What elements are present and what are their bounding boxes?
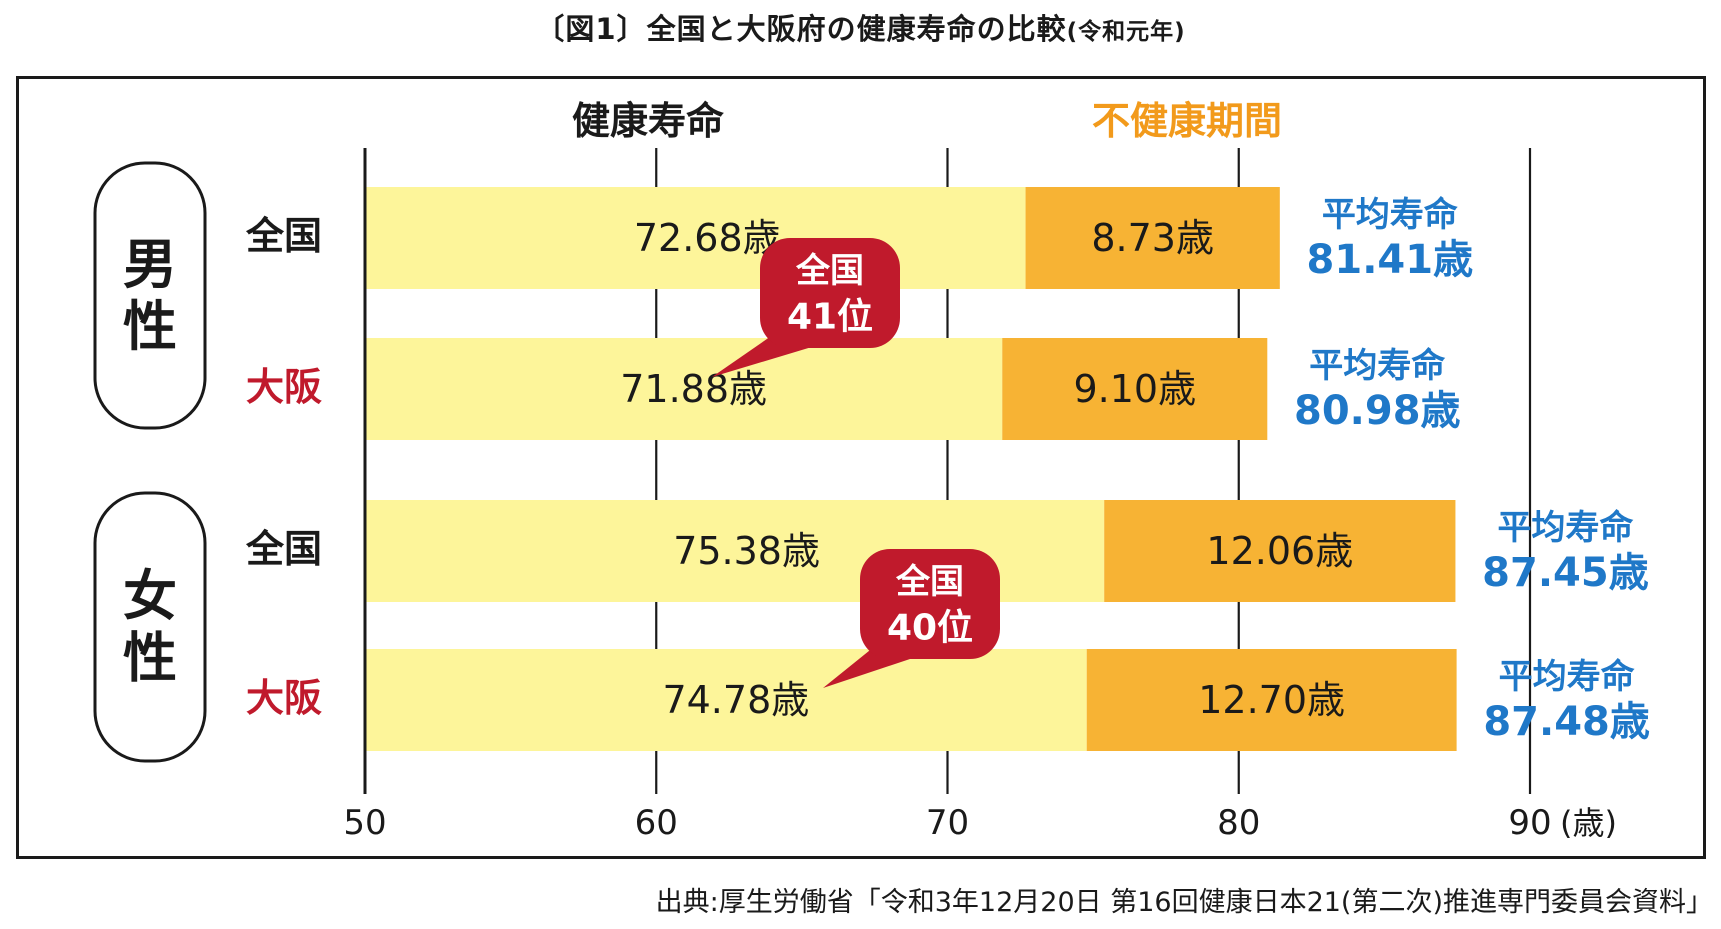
- row-label-1: 大阪: [246, 365, 322, 409]
- life-title-1: 平均寿命: [1309, 346, 1445, 386]
- bar-healthy-3: [366, 649, 1087, 751]
- source-note: 出典:厚生労働省「令和3年12月20日 第16回健康日本21(第二次)推進専門委…: [655, 887, 1713, 918]
- x-tick-label-60: 60: [635, 803, 678, 843]
- badge-line2-1: 41位: [787, 297, 873, 338]
- title-suffix: (令和元年): [1066, 19, 1186, 45]
- rank-badge-3: [860, 549, 1000, 659]
- label-unhealthy-1: 9.10歳: [1073, 367, 1196, 411]
- group-box-0: [93, 161, 207, 430]
- group-box-1: [93, 491, 207, 763]
- x-axis-unit: (歳): [1560, 804, 1617, 842]
- life-title-0: 平均寿命: [1322, 195, 1458, 235]
- x-tick-label-80: 80: [1217, 803, 1260, 843]
- bar-unhealthy-2: [1104, 500, 1456, 602]
- chart-frame: [16, 76, 1706, 859]
- life-value-2: 87.45歳: [1482, 550, 1649, 596]
- group-label-0-0: 男: [123, 233, 177, 296]
- label-healthy-0: 72.68歳: [634, 216, 781, 260]
- bar-healthy-0: [366, 187, 1026, 289]
- life-value-3: 87.48歳: [1483, 699, 1650, 745]
- legend-healthy: 健康寿命: [572, 99, 724, 143]
- bar-unhealthy-0: [1025, 187, 1280, 289]
- x-tick-label-70: 70: [926, 803, 969, 843]
- label-healthy-3: 74.78歳: [662, 678, 809, 722]
- label-healthy-1: 71.88歳: [620, 367, 767, 411]
- chart-title: 〔図1〕全国と大阪府の健康寿命の比較(令和元年): [0, 6, 1721, 48]
- title-prefix: 〔図1〕: [535, 12, 647, 46]
- group-label-1-0: 女: [123, 565, 177, 628]
- life-title-2: 平均寿命: [1497, 508, 1633, 548]
- label-unhealthy-0: 8.73歳: [1091, 216, 1214, 260]
- life-value-0: 81.41歳: [1307, 237, 1474, 283]
- x-tick-label-90: 90: [1508, 803, 1551, 843]
- label-unhealthy-2: 12.06歳: [1206, 529, 1353, 573]
- life-value-1: 80.98歳: [1294, 388, 1461, 434]
- label-unhealthy-3: 12.70歳: [1198, 678, 1345, 722]
- rank-badge-1: [760, 238, 900, 348]
- label-healthy-2: 75.38歳: [673, 529, 820, 573]
- legend-unhealthy: 不健康期間: [1092, 99, 1282, 143]
- group-label-0-1: 性: [123, 295, 177, 358]
- life-title-3: 平均寿命: [1499, 657, 1635, 697]
- group-label-1-1: 性: [123, 627, 177, 690]
- title-main: 全国と大阪府の健康寿命の比較: [646, 12, 1067, 46]
- bar-unhealthy-3: [1086, 649, 1457, 751]
- x-tick-label-50: 50: [343, 803, 386, 843]
- badge-line2-3: 40位: [887, 608, 973, 649]
- badge-line1-1: 全国: [795, 251, 864, 291]
- bar-unhealthy-1: [1002, 338, 1268, 440]
- row-label-2: 全国: [245, 527, 322, 571]
- badge-line1-3: 全国: [895, 562, 964, 602]
- row-label-3: 大阪: [246, 676, 322, 720]
- bar-healthy-1: [366, 338, 1003, 440]
- row-label-0: 全国: [245, 214, 322, 258]
